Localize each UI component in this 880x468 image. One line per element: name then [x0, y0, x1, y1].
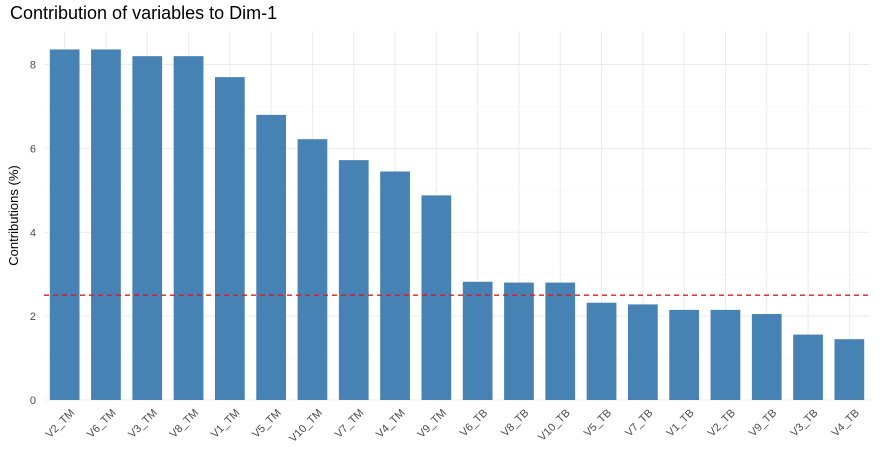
y-tick-label: 0: [30, 395, 36, 407]
bar: [751, 314, 782, 400]
x-tick-label: V9_TB: [747, 407, 779, 439]
bar: [91, 49, 121, 400]
bar: [586, 302, 617, 400]
x-tick-label: V9_TM: [415, 407, 449, 441]
grid: [44, 31, 870, 401]
x-tick-label: V5_TB: [582, 407, 614, 439]
x-tick-label: V10_TM: [287, 407, 325, 445]
bar: [338, 160, 369, 400]
x-tick-label: V1_TM: [209, 407, 243, 441]
y-tick-label: 8: [30, 60, 36, 72]
bar: [710, 309, 741, 400]
x-tick-label: V7_TM: [333, 407, 367, 441]
x-tick-label: V4_TM: [374, 407, 408, 441]
bar: [214, 77, 245, 400]
x-tick-label: V5_TM: [250, 407, 284, 441]
x-tick-label: V2_TB: [706, 407, 738, 439]
x-tick-label: V8_TB: [499, 407, 531, 439]
bar: [545, 282, 576, 400]
x-tick-label: V8_TM: [168, 407, 202, 441]
x-tick-label: V6_TB: [458, 407, 490, 439]
bar: [380, 171, 410, 400]
bar: [173, 56, 204, 401]
x-tick-label: V7_TB: [623, 407, 655, 439]
x-tick-label: V3_TB: [788, 407, 820, 439]
bar: [793, 334, 823, 400]
bar: [462, 281, 493, 400]
bar: [627, 304, 658, 400]
x-tick-label: V3_TM: [126, 407, 160, 441]
y-tick-label: 6: [30, 143, 36, 155]
y-tick-label: 4: [30, 227, 36, 239]
chart-title: Contribution of variables to Dim-1: [10, 3, 278, 23]
bar: [834, 339, 865, 400]
x-tick-label: V6_TM: [85, 407, 119, 441]
bar: [504, 282, 534, 400]
bar: [132, 56, 163, 401]
bar: [49, 49, 80, 400]
y-axis-title: Contributions (%): [6, 165, 21, 265]
bar: [669, 309, 700, 400]
bar: [256, 114, 287, 400]
x-tick-label: V1_TB: [664, 407, 696, 439]
bar: [421, 195, 452, 400]
bar: [297, 139, 328, 401]
x-tick-label: V2_TM: [44, 407, 78, 441]
x-tick-label: V10_TB: [536, 407, 573, 444]
y-tick-label: 2: [30, 311, 36, 323]
bars: [49, 49, 865, 401]
x-tick-label: V4_TB: [830, 407, 862, 439]
